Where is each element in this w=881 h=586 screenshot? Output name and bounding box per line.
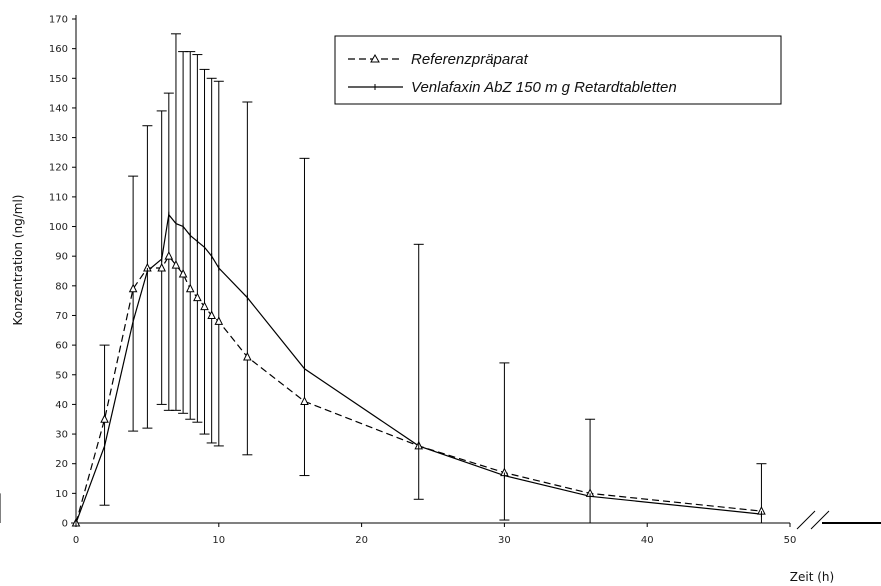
y-tick-label: 150: [49, 74, 68, 85]
y-tick-label: 90: [55, 252, 68, 263]
y-tick-label: 100: [49, 222, 68, 233]
data-point-referenz: [100, 414, 109, 423]
data-point-referenz: [164, 251, 174, 260]
x-tick-label: 50: [784, 535, 797, 546]
y-tick-label: 50: [55, 370, 68, 381]
data-point-referenz: [185, 283, 195, 293]
data-point-referenz: [200, 301, 209, 311]
data-point-referenz: [128, 283, 138, 293]
legend: Referenzpräparat Venlafaxin AbZ 150 m g …: [334, 35, 782, 105]
x-tick-label: 10: [212, 535, 225, 546]
axes: 0102030405060708090100110120130140150160…: [49, 15, 881, 546]
x-tick-label: 20: [355, 535, 368, 546]
data-point-referenz: [207, 310, 216, 319]
legend-marker-referenz: [370, 53, 380, 63]
y-tick-label: 130: [49, 133, 68, 144]
y-tick-label: 120: [49, 163, 68, 174]
data-point-referenz: [300, 396, 309, 405]
y-tick-label: 40: [55, 400, 68, 411]
data-point-referenz: [171, 259, 181, 269]
legend-label-venlafaxin: Venlafaxin AbZ 150 m g Retardtabletten: [411, 79, 677, 96]
y-tick-label: 110: [49, 192, 68, 203]
y-tick-label: 10: [55, 489, 68, 500]
axis-break-mark: [810, 510, 830, 530]
y-tick-label: 60: [55, 341, 68, 352]
plot-area: [0, 33, 767, 527]
x-tick-label: 40: [641, 535, 654, 546]
data-point-referenz: [157, 262, 166, 272]
x-tick-label: 30: [498, 535, 511, 546]
data-point-referenz: [178, 268, 188, 278]
data-point-referenz: [243, 351, 252, 361]
y-axis-label: Konzentration (ng/ml): [11, 195, 25, 326]
y-tick-label: 30: [55, 430, 68, 441]
y-tick-label: 80: [55, 281, 68, 292]
x-tick-label: 0: [73, 535, 79, 546]
y-tick-label: 160: [49, 44, 68, 55]
y-tick-label: 170: [49, 15, 68, 26]
axis-break-mark: [796, 510, 816, 530]
legend-label-referenz: Referenzpräparat: [411, 51, 529, 68]
data-point-referenz: [193, 292, 202, 302]
data-point-referenz: [214, 316, 224, 325]
x-axis-label: Zeit (h): [790, 570, 834, 584]
y-tick-label: 140: [49, 103, 68, 114]
y-tick-label: 70: [55, 311, 68, 322]
y-tick-label: 0: [62, 519, 68, 530]
y-tick-label: 20: [55, 459, 68, 470]
legend-box: [334, 35, 782, 105]
